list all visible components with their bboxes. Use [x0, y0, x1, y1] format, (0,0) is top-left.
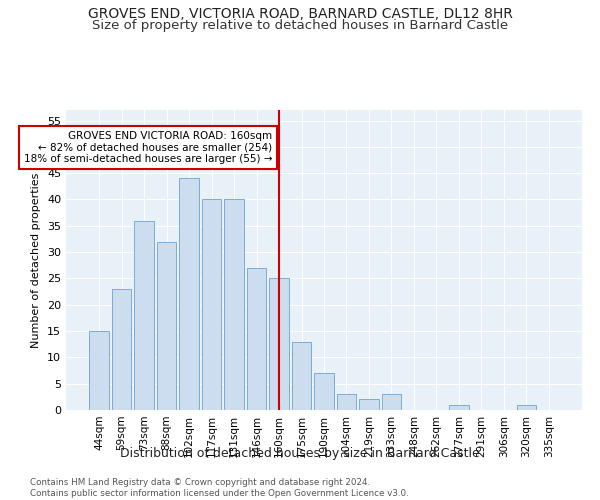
Bar — [337, 394, 356, 410]
Bar — [382, 394, 401, 410]
Bar — [517, 404, 536, 410]
Text: Distribution of detached houses by size in Barnard Castle: Distribution of detached houses by size … — [120, 448, 480, 460]
Bar — [359, 400, 379, 410]
Bar — [179, 178, 199, 410]
Bar — [134, 220, 154, 410]
Bar — [292, 342, 311, 410]
Bar — [269, 278, 289, 410]
Bar — [157, 242, 176, 410]
Text: GROVES END VICTORIA ROAD: 160sqm
← 82% of detached houses are smaller (254)
18% : GROVES END VICTORIA ROAD: 160sqm ← 82% o… — [24, 131, 272, 164]
Y-axis label: Number of detached properties: Number of detached properties — [31, 172, 41, 348]
Bar — [89, 331, 109, 410]
Bar — [202, 200, 221, 410]
Bar — [224, 200, 244, 410]
Text: Contains HM Land Registry data © Crown copyright and database right 2024.
Contai: Contains HM Land Registry data © Crown c… — [30, 478, 409, 498]
Text: Size of property relative to detached houses in Barnard Castle: Size of property relative to detached ho… — [92, 18, 508, 32]
Bar — [449, 404, 469, 410]
Bar — [314, 373, 334, 410]
Bar — [112, 289, 131, 410]
Bar — [247, 268, 266, 410]
Text: GROVES END, VICTORIA ROAD, BARNARD CASTLE, DL12 8HR: GROVES END, VICTORIA ROAD, BARNARD CASTL… — [88, 8, 512, 22]
